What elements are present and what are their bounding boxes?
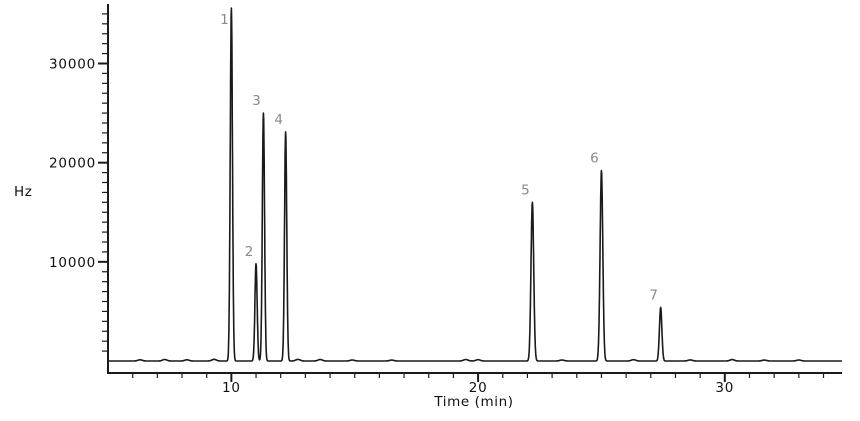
peak-label-7: 7	[649, 287, 658, 303]
peak-label-1: 1	[220, 12, 229, 28]
peak-label-3: 3	[252, 93, 261, 109]
peak-label-5: 5	[521, 182, 530, 198]
tick-label-layer: 10000 20000 30000 10 20 30	[49, 57, 734, 397]
y-tick-label-10000: 10000	[49, 255, 96, 271]
x-tick-label-10: 10	[222, 380, 241, 396]
y-axis-title: Hz	[14, 184, 32, 200]
peak-number-labels: 1 2 34 5 6 7	[220, 12, 658, 303]
x-axis-title: Time (min)	[433, 394, 513, 410]
y-tick-label-20000: 20000	[49, 156, 96, 172]
peak-label-2: 2	[245, 244, 254, 260]
y-tick-label-30000: 30000	[49, 57, 96, 73]
x-tick-label-30: 30	[715, 380, 734, 396]
peak-label-6: 6	[590, 151, 599, 167]
x-tick-label-20: 20	[469, 380, 488, 396]
peak-label-4: 4	[274, 112, 283, 128]
axes-layer	[98, 4, 842, 382]
signal-trace	[107, 7, 843, 362]
